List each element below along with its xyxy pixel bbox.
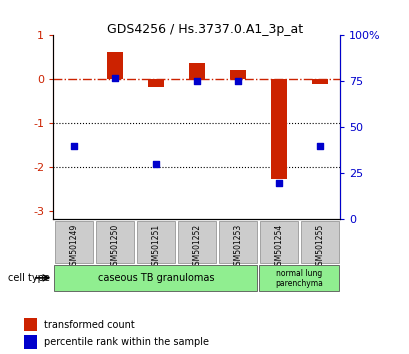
Point	[316, 143, 322, 149]
Text: GSM501252: GSM501252	[192, 224, 201, 270]
Bar	[24, 335, 37, 349]
Text: GSM501253: GSM501253	[233, 224, 242, 270]
Text: normal lung
parenchyma: normal lung parenchyma	[275, 269, 322, 288]
Bar	[229, 70, 245, 79]
Bar	[218, 221, 256, 263]
Bar	[54, 221, 93, 263]
Bar	[24, 318, 37, 331]
Text: GSM501254: GSM501254	[274, 224, 283, 270]
Point	[111, 75, 118, 81]
Text: GSM501250: GSM501250	[110, 224, 119, 270]
Text: GDS4256 / Hs.3737.0.A1_3p_at: GDS4256 / Hs.3737.0.A1_3p_at	[107, 23, 302, 36]
Point	[275, 180, 281, 185]
Text: cell type: cell type	[8, 273, 50, 283]
Point	[70, 143, 77, 149]
Text: GSM501249: GSM501249	[69, 224, 78, 270]
Bar	[270, 79, 286, 179]
Bar	[147, 79, 164, 87]
Point	[193, 79, 200, 84]
Text: GSM501255: GSM501255	[315, 224, 324, 270]
Point	[152, 161, 159, 167]
Text: GSM501251: GSM501251	[151, 224, 160, 270]
Bar	[54, 265, 257, 291]
Point	[234, 79, 240, 84]
Text: percentile rank within the sample: percentile rank within the sample	[45, 337, 209, 347]
Bar	[106, 52, 123, 79]
Bar	[95, 221, 134, 263]
Bar	[311, 79, 327, 84]
Text: transformed count: transformed count	[45, 320, 135, 330]
Text: caseous TB granulomas: caseous TB granulomas	[97, 273, 213, 283]
Bar	[300, 221, 338, 263]
Bar	[188, 63, 204, 79]
Bar	[259, 221, 297, 263]
Bar	[258, 265, 339, 291]
Bar	[177, 221, 216, 263]
Bar	[136, 221, 175, 263]
